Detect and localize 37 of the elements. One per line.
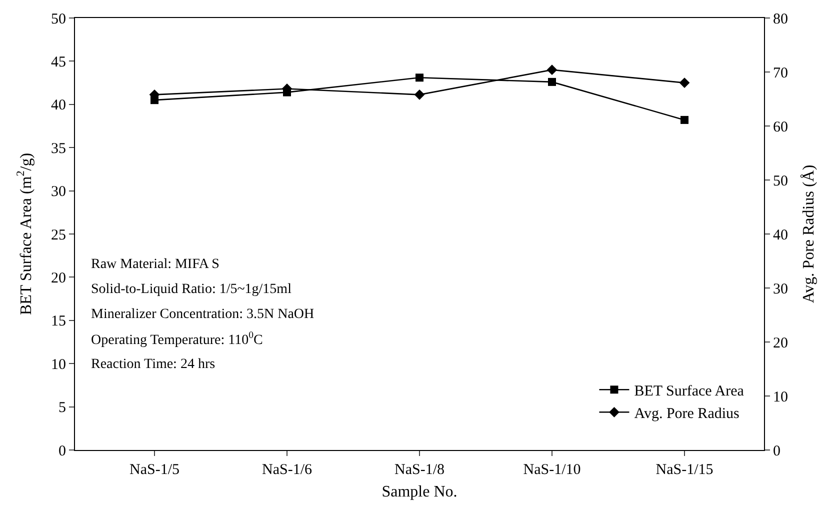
- annotation: Solid-to-Liquid Ratio: 1/5~1g/15ml: [91, 282, 292, 297]
- y-tick-label: 5: [58, 400, 66, 416]
- x-tick-label: NaS-1/6: [262, 462, 312, 478]
- y-tick-label: 40: [51, 98, 66, 114]
- x-axis-title: Sample No.: [382, 484, 458, 501]
- y2-tick-label: 40: [773, 227, 788, 244]
- y2-axis-title: Avg. Pore Radius (Å): [800, 164, 818, 304]
- y-tick-label: 0: [58, 443, 66, 460]
- x-tick-label: NaS-1/8: [394, 462, 444, 478]
- y-tick-label: 30: [51, 184, 66, 200]
- annotation: Raw Material: MIFA S: [91, 257, 220, 272]
- y2-tick-label: 70: [773, 65, 788, 82]
- y-tick-label: 20: [51, 270, 66, 286]
- x-tick-label: NaS-1/10: [523, 462, 581, 478]
- y-tick-label: 15: [51, 314, 66, 330]
- point: [680, 116, 688, 124]
- annotation: Reaction Time: 24 hrs: [91, 357, 216, 372]
- y2-tick-label: 10: [773, 389, 788, 406]
- x-tick-label: NaS-1/15: [656, 462, 714, 478]
- x-tick-label: NaS-1/5: [130, 462, 180, 478]
- y2-tick-label: 80: [773, 11, 788, 28]
- y2-tick-label: 20: [773, 335, 788, 352]
- legend-label: Avg. Pore Radius: [634, 406, 740, 422]
- y2-tick-label: 50: [773, 173, 788, 190]
- y-tick-label: 45: [51, 54, 66, 70]
- legend-label: BET Surface Area: [634, 384, 744, 400]
- annotation: Mineralizer Concentration: 3.5N NaOH: [91, 307, 314, 322]
- point: [416, 74, 424, 82]
- y-tick-label: 50: [51, 11, 66, 28]
- y-tick-label: 10: [51, 356, 66, 373]
- annotation: Operating Temperature: 110$^{0}$C: [91, 330, 263, 348]
- y-tick-label: 35: [51, 140, 66, 157]
- y-tick-label: 25: [51, 227, 66, 244]
- point: [548, 78, 556, 86]
- y2-tick-label: 30: [773, 281, 788, 298]
- y2-tick-label: 0: [773, 443, 780, 460]
- y2-tick-label: 60: [773, 119, 788, 136]
